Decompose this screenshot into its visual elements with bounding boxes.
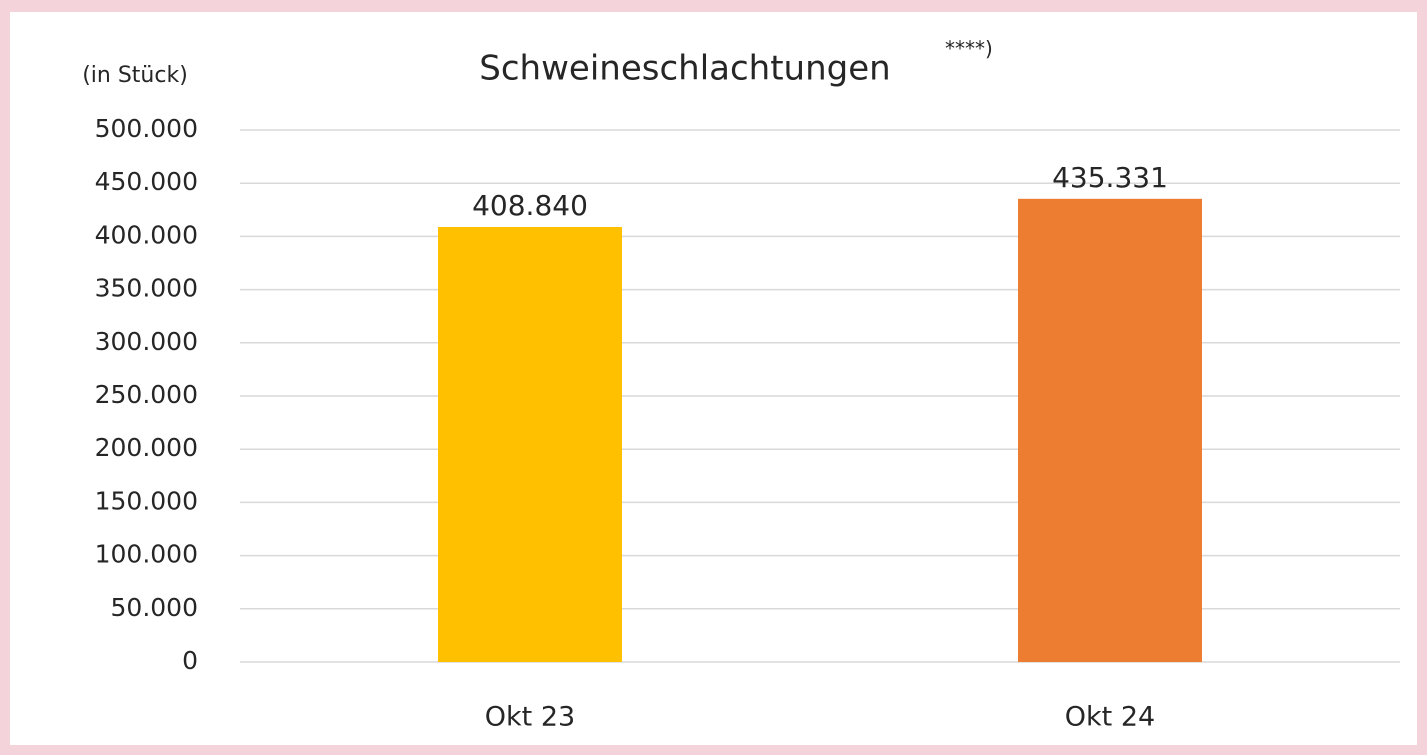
y-tick-label: 150.000 xyxy=(95,486,198,515)
title-superscript: ****) xyxy=(945,37,993,61)
y-axis-label: (in Stück) xyxy=(82,63,188,88)
y-tick-label: 400.000 xyxy=(95,220,198,249)
value-label: 435.331 xyxy=(1052,161,1168,194)
y-tick-label: 0 xyxy=(182,646,198,675)
y-tick-label: 250.000 xyxy=(95,380,198,409)
x-tick-label: Okt 24 xyxy=(1065,702,1155,733)
y-tick-label: 300.000 xyxy=(95,327,198,356)
bar xyxy=(1018,198,1202,663)
x-tick-label: Okt 23 xyxy=(485,702,575,733)
y-tick-label: 100.000 xyxy=(95,540,198,569)
bar xyxy=(438,226,622,662)
y-tick-label: 500.000 xyxy=(95,114,198,143)
chart-panel xyxy=(10,12,1417,745)
y-tick-label: 50.000 xyxy=(111,593,198,622)
chart-title: Schweineschlachtungen xyxy=(479,49,890,89)
value-label: 408.840 xyxy=(472,189,588,222)
y-tick-label: 450.000 xyxy=(95,167,198,196)
y-tick-label: 350.000 xyxy=(95,274,198,303)
y-tick-label: 200.000 xyxy=(95,433,198,462)
